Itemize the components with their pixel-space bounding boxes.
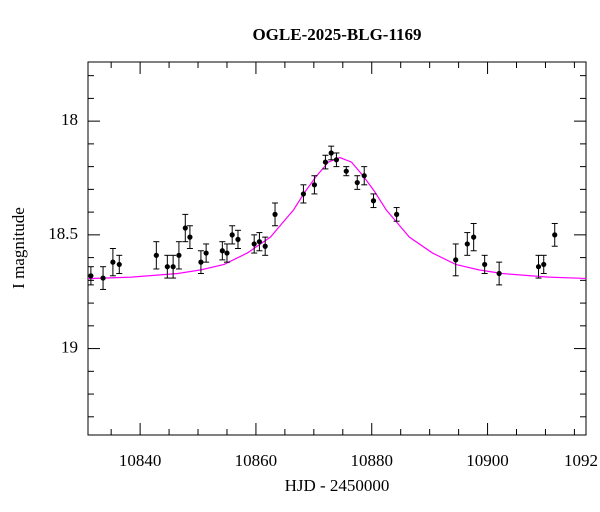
model-curve: [88, 156, 586, 280]
x-tick-label: 10860: [235, 451, 278, 470]
data-point: [343, 168, 349, 174]
x-axis-label: HJD - 2450000: [285, 476, 390, 495]
data-point: [370, 198, 377, 204]
data-point: [110, 259, 116, 265]
data-point: [198, 259, 204, 265]
data-point: [251, 241, 257, 247]
data-point: [203, 250, 209, 256]
data-point: [328, 150, 334, 156]
y-tick-label: 19: [61, 337, 78, 356]
x-tick-label: 1092: [564, 451, 598, 470]
data-point: [187, 234, 193, 240]
data-point: [272, 211, 278, 217]
data-point: [176, 252, 182, 258]
data-point: [453, 257, 459, 263]
data-point: [153, 252, 159, 258]
data-point: [262, 243, 268, 249]
data-point: [116, 261, 122, 268]
x-tick-label: 10880: [350, 451, 393, 470]
data-point: [300, 191, 307, 197]
data-point: [224, 250, 230, 256]
data-point: [88, 273, 94, 279]
data-point: [311, 182, 318, 188]
data-point: [100, 275, 106, 281]
data-point: [322, 159, 329, 165]
data-point: [541, 261, 547, 268]
data-point: [256, 239, 263, 245]
data-point: [164, 264, 170, 270]
data-point: [333, 157, 340, 163]
data-point: [219, 248, 225, 254]
data-point: [361, 173, 367, 179]
data-point: [464, 241, 470, 247]
plot-frame: [87, 61, 587, 436]
data-point: [235, 236, 241, 243]
data-point: [354, 179, 360, 186]
data-point: [535, 264, 542, 270]
data-point: [229, 232, 235, 238]
y-tick-label: 18: [61, 110, 78, 129]
data-point: [170, 264, 176, 270]
y-tick-label: 18.5: [48, 224, 78, 243]
y-axis-label: I magnitude: [9, 207, 28, 289]
chart-title: OGLE-2025-BLG-1169: [252, 25, 421, 44]
x-tick-label: 10840: [119, 451, 162, 470]
data-point: [471, 234, 477, 240]
data-point: [552, 232, 558, 238]
data-point: [394, 211, 400, 217]
data-point: [482, 261, 488, 268]
data-point: [496, 270, 502, 277]
data-point: [182, 225, 188, 231]
x-tick-label: 10900: [466, 451, 509, 470]
